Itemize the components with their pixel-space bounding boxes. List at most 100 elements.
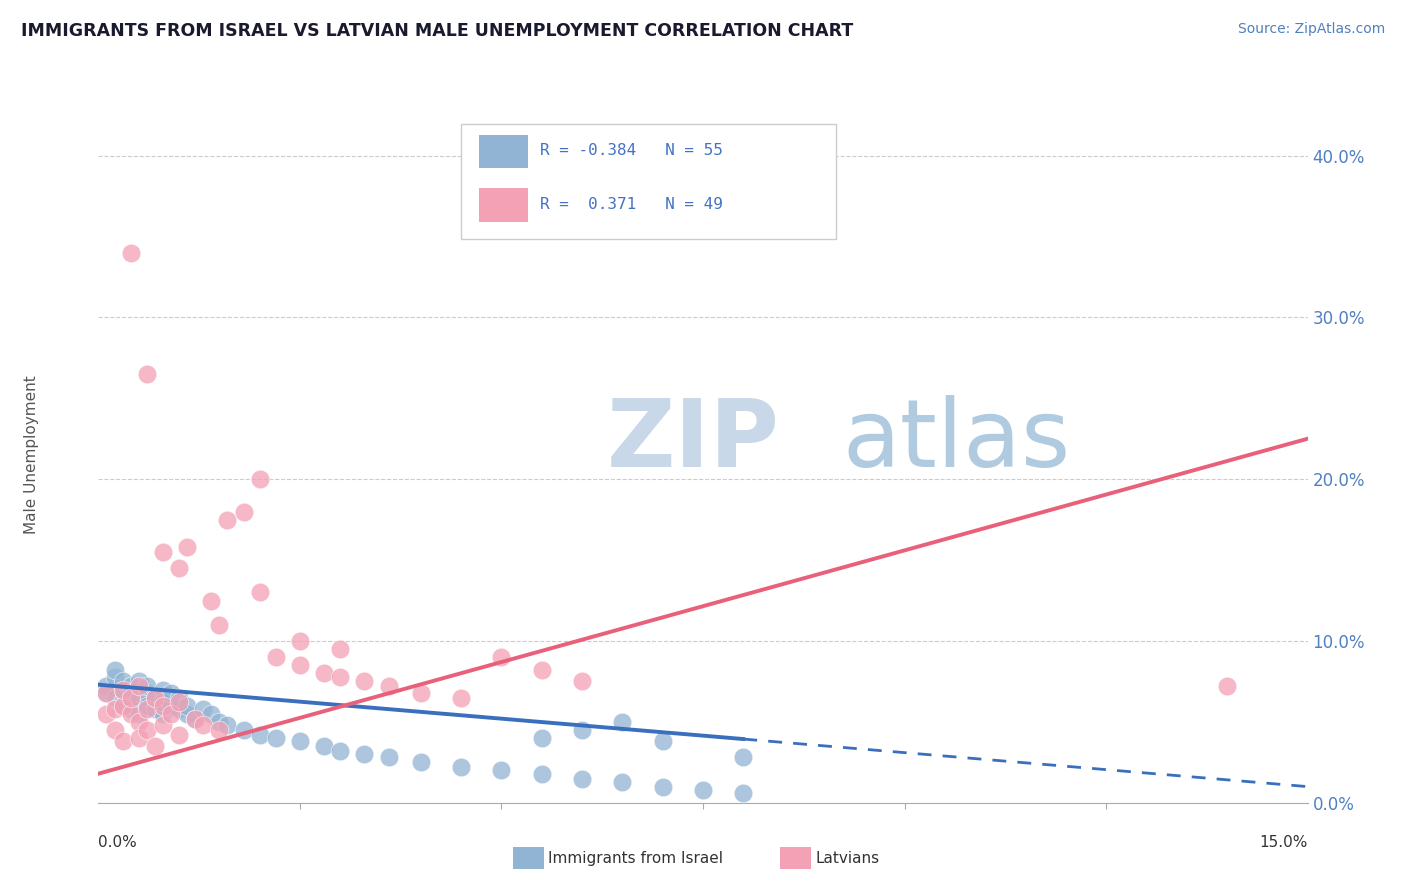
Text: R = -0.384   N = 55: R = -0.384 N = 55 [540, 144, 723, 159]
Point [193, 718, 215, 732]
Point [128, 706, 150, 721]
Point [128, 679, 150, 693]
Point [160, 698, 183, 713]
Point [571, 674, 593, 689]
Point [288, 634, 311, 648]
Point [329, 744, 352, 758]
Point [314, 739, 336, 754]
Point [143, 739, 166, 754]
Point [200, 593, 222, 607]
Point [264, 731, 287, 745]
Point [135, 679, 157, 693]
FancyBboxPatch shape [479, 188, 527, 222]
Point [111, 698, 134, 713]
Point [96, 686, 118, 700]
Point [120, 686, 142, 700]
Point [530, 663, 553, 677]
Point [184, 712, 207, 726]
Point [232, 723, 254, 737]
Point [651, 734, 673, 748]
Point [571, 772, 593, 786]
Point [329, 642, 352, 657]
Point [120, 690, 142, 705]
Point [217, 513, 239, 527]
Point [193, 702, 215, 716]
FancyBboxPatch shape [461, 124, 837, 239]
Point [249, 472, 271, 486]
Point [167, 702, 190, 716]
Point [491, 650, 513, 665]
Point [103, 663, 125, 677]
Point [288, 734, 311, 748]
Point [120, 702, 142, 716]
Point [200, 706, 222, 721]
Point [377, 679, 399, 693]
Point [152, 696, 174, 710]
Text: Immigrants from Israel: Immigrants from Israel [548, 851, 723, 865]
Point [353, 674, 375, 689]
Point [103, 723, 125, 737]
Text: 0.0%: 0.0% [98, 836, 138, 850]
Point [167, 728, 190, 742]
Point [135, 367, 157, 381]
Point [152, 682, 174, 697]
Point [135, 723, 157, 737]
Point [152, 698, 174, 713]
Point [571, 723, 593, 737]
Point [377, 750, 399, 764]
Point [733, 786, 755, 800]
Point [120, 245, 142, 260]
Point [264, 650, 287, 665]
Point [111, 698, 134, 713]
Point [208, 723, 231, 737]
Point [353, 747, 375, 762]
Point [135, 702, 157, 716]
Point [96, 706, 118, 721]
Point [450, 690, 472, 705]
Point [167, 561, 190, 575]
Point [288, 658, 311, 673]
Point [103, 670, 125, 684]
Point [152, 545, 174, 559]
Point [733, 750, 755, 764]
Point [176, 706, 198, 721]
Point [135, 698, 157, 713]
Point [152, 718, 174, 732]
Point [329, 670, 352, 684]
Point [160, 706, 183, 721]
Point [128, 674, 150, 689]
Text: 15.0%: 15.0% [1260, 836, 1308, 850]
Point [530, 731, 553, 745]
Point [96, 679, 118, 693]
Point [152, 706, 174, 721]
Point [143, 702, 166, 716]
Point [208, 714, 231, 729]
Point [217, 718, 239, 732]
Text: Latvians: Latvians [815, 851, 880, 865]
Point [111, 734, 134, 748]
Point [176, 540, 198, 554]
Point [167, 690, 190, 705]
Text: atlas: atlas [842, 395, 1070, 487]
Text: IMMIGRANTS FROM ISRAEL VS LATVIAN MALE UNEMPLOYMENT CORRELATION CHART: IMMIGRANTS FROM ISRAEL VS LATVIAN MALE U… [21, 22, 853, 40]
Point [120, 706, 142, 721]
Text: Source: ZipAtlas.com: Source: ZipAtlas.com [1237, 22, 1385, 37]
Point [103, 690, 125, 705]
Point [184, 712, 207, 726]
Point [111, 674, 134, 689]
Point [651, 780, 673, 794]
Point [135, 686, 157, 700]
Point [103, 702, 125, 716]
Point [111, 682, 134, 697]
Text: R =  0.371   N = 49: R = 0.371 N = 49 [540, 197, 723, 212]
Point [96, 686, 118, 700]
Point [120, 679, 142, 693]
Point [612, 714, 634, 729]
Point [128, 731, 150, 745]
Point [314, 666, 336, 681]
Point [530, 766, 553, 780]
Point [450, 760, 472, 774]
Point [249, 585, 271, 599]
Point [692, 782, 714, 797]
Point [491, 764, 513, 778]
